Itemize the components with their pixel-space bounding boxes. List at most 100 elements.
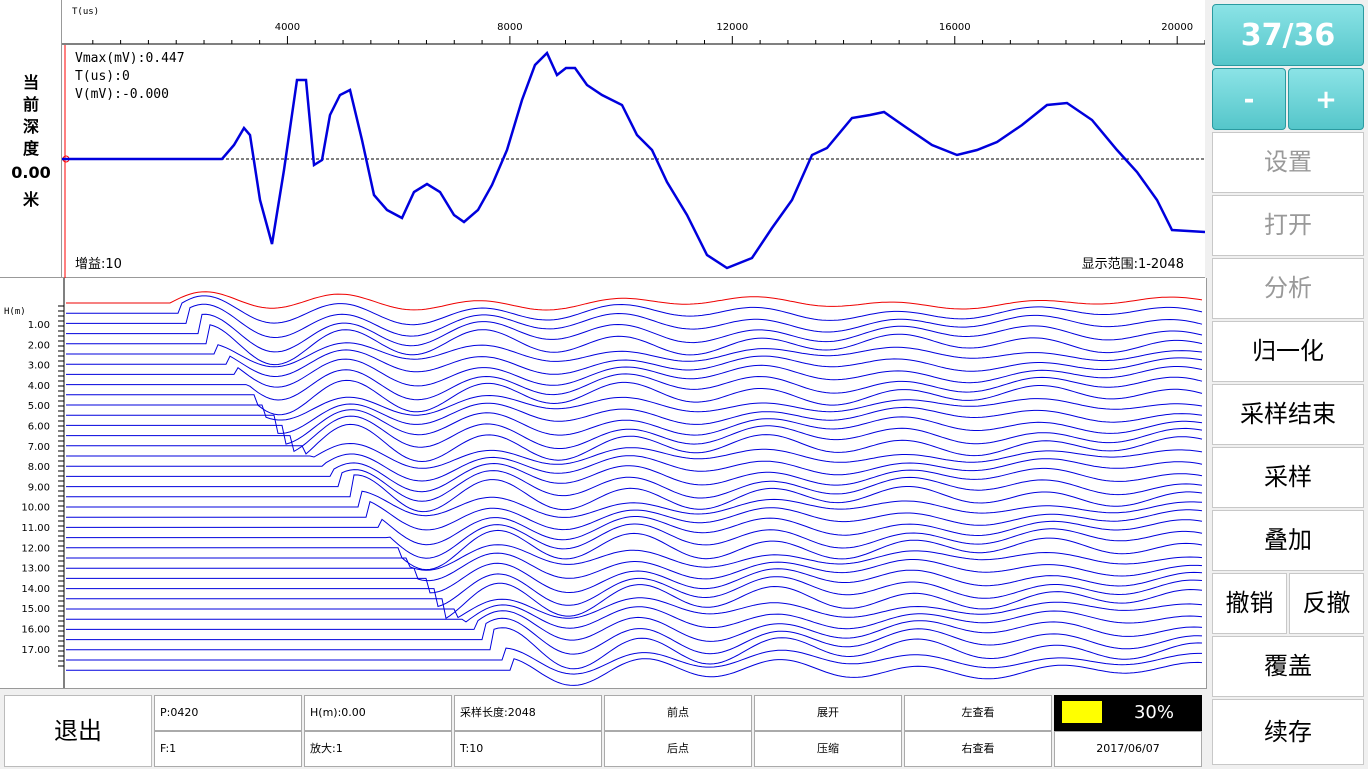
trace-line: [66, 552, 1203, 582]
trace-line: [66, 610, 1203, 642]
trace-line: [66, 349, 1203, 378]
depth-tick-label: 2.00: [28, 340, 50, 351]
depth-tick-label: 4.00: [28, 381, 50, 392]
sample-length: 采样长度:2048: [454, 695, 602, 731]
analyze-button[interactable]: 分析: [1212, 258, 1364, 319]
depth-tick-label: 15.00: [21, 604, 50, 615]
control-column: 37/36 - + 设置 打开 分析 归一化 采样结束 采样 叠加 撤销 反撤 …: [1210, 0, 1368, 769]
trace-line: [66, 379, 1203, 416]
trace-stack-plot[interactable]: H(m) 1.00 2.00 3.00 4.00 5.00 6.00 7.00 8.00 9.0…: [0, 278, 1207, 688]
progress-indicator: 30%: [1054, 695, 1202, 731]
plus-button[interactable]: +: [1288, 68, 1364, 130]
time-axis-title: T(us): [72, 7, 99, 17]
trace-line: [66, 658, 1203, 686]
depth-unit: 米: [22, 190, 39, 209]
date-display: 2017/06/07: [1054, 731, 1202, 767]
trace-line: [66, 500, 1203, 531]
compress-button[interactable]: 压缩: [754, 731, 902, 767]
time-step-readout: T:10: [454, 731, 602, 767]
depth-tick-label: 13.00: [21, 564, 50, 575]
trace-line: [66, 516, 1203, 546]
trace-line: [66, 529, 1203, 571]
voltage-readout: V(mV):-0.000: [75, 87, 169, 102]
gain-label: 增益:10: [75, 257, 122, 272]
trace-line: [66, 544, 1203, 571]
depth-tick-label: 8.00: [28, 462, 50, 473]
trace-line: [66, 582, 1203, 620]
time-tick-label: 12000: [716, 22, 748, 33]
depth-tick-label: 17.00: [21, 645, 50, 656]
depth-tick-label: 10.00: [21, 503, 50, 514]
prev-point-button[interactable]: 前点: [604, 695, 752, 731]
trace-line: [66, 342, 1203, 368]
depth-tick-label: 9.00: [28, 482, 50, 493]
trace-line: [66, 442, 1203, 469]
trace-line: [66, 303, 1203, 339]
waveform-line: [62, 50, 1205, 270]
view-right-button[interactable]: 右查看: [904, 731, 1052, 767]
trace-line: [66, 647, 1202, 675]
redo-button[interactable]: 反撤: [1289, 573, 1364, 634]
depth-label-char: 深: [22, 117, 39, 136]
depth-tick-label: 1.00: [28, 320, 50, 331]
trace-line: [66, 423, 1203, 463]
depth-label-char: 前: [22, 95, 39, 114]
depth-axis-ticks: 1.00 2.00 3.00 4.00 5.00 6.00 7.00 8.00 9.00 10.0…: [21, 305, 64, 667]
trace-line: [66, 469, 1203, 502]
trace-line: [66, 474, 1203, 513]
depth-tick-label: 14.00: [21, 584, 50, 595]
normalize-button[interactable]: 归一化: [1212, 321, 1364, 382]
trace-line: [66, 453, 1203, 482]
expand-button[interactable]: 展开: [754, 695, 902, 731]
depth-label-char: 当: [22, 73, 39, 92]
exit-button[interactable]: 退出: [4, 695, 152, 767]
depth-axis-title: H(m): [4, 307, 26, 317]
trace-line: [66, 369, 1203, 401]
depth-tick-label: 11.00: [21, 523, 50, 534]
waveform-plot[interactable]: T(us) 4000 8000 12000 16000 20000 Vmax(mV):0…: [62, 0, 1205, 278]
open-button[interactable]: 打开: [1212, 195, 1364, 256]
overwrite-button[interactable]: 覆盖: [1212, 636, 1364, 697]
trace-line: [66, 324, 1203, 366]
time-tick-label: 16000: [939, 22, 971, 33]
depth-tick-label: 16.00: [21, 625, 50, 636]
end-sampling-button[interactable]: 采样结束: [1212, 384, 1364, 445]
trace-panel[interactable]: H(m) 1.00 2.00 3.00 4.00 5.00 6.00 7.00 8.00 9.0…: [0, 278, 1207, 688]
trace-line: [66, 415, 1203, 453]
undo-button[interactable]: 撤销: [1212, 573, 1287, 634]
point-number: P:0420: [154, 695, 302, 731]
trace-line: [66, 523, 1203, 559]
depth-panel: 当 前 深 度 0.00 米: [0, 0, 62, 278]
progress-text: 30%: [1133, 702, 1174, 723]
trace-line: [66, 617, 1203, 655]
time-readout: T(us):0: [75, 69, 130, 84]
trace-line: [66, 604, 1203, 630]
trace-line: [66, 573, 1203, 608]
trace-line: [66, 402, 1203, 434]
frequency-readout: F:1: [154, 731, 302, 767]
settings-button[interactable]: 设置: [1212, 132, 1364, 193]
trace-line: [66, 597, 1203, 619]
trace-line: [66, 394, 1203, 421]
depth-tick-label: 7.00: [28, 442, 50, 453]
trace-line: [66, 627, 1203, 670]
view-left-button[interactable]: 左查看: [904, 695, 1052, 731]
sample-button[interactable]: 采样: [1212, 447, 1364, 508]
waveform-panel[interactable]: T(us) 4000 8000 12000 16000 20000 Vmax(mV):0…: [62, 0, 1205, 278]
minus-button[interactable]: -: [1212, 68, 1286, 130]
trace-line: [66, 462, 1203, 493]
display-range-label: 显示范围:1-2048: [1082, 257, 1184, 272]
save-continue-button[interactable]: 续存: [1212, 699, 1364, 765]
time-tick-label: 20000: [1161, 22, 1193, 33]
trace-line: [66, 409, 1203, 445]
trace-line: [66, 295, 1203, 326]
stack-button[interactable]: 叠加: [1212, 510, 1364, 571]
trace-line: [66, 490, 1203, 518]
trace-line-first: [66, 291, 1203, 311]
next-point-button[interactable]: 后点: [604, 731, 752, 767]
depth-tick-label: 6.00: [28, 422, 50, 433]
depth-tick-label: 3.00: [28, 361, 50, 372]
trace-counter: 37/36: [1212, 4, 1364, 66]
progress-fill: [1062, 701, 1102, 723]
depth-tick-label: 5.00: [28, 401, 50, 412]
